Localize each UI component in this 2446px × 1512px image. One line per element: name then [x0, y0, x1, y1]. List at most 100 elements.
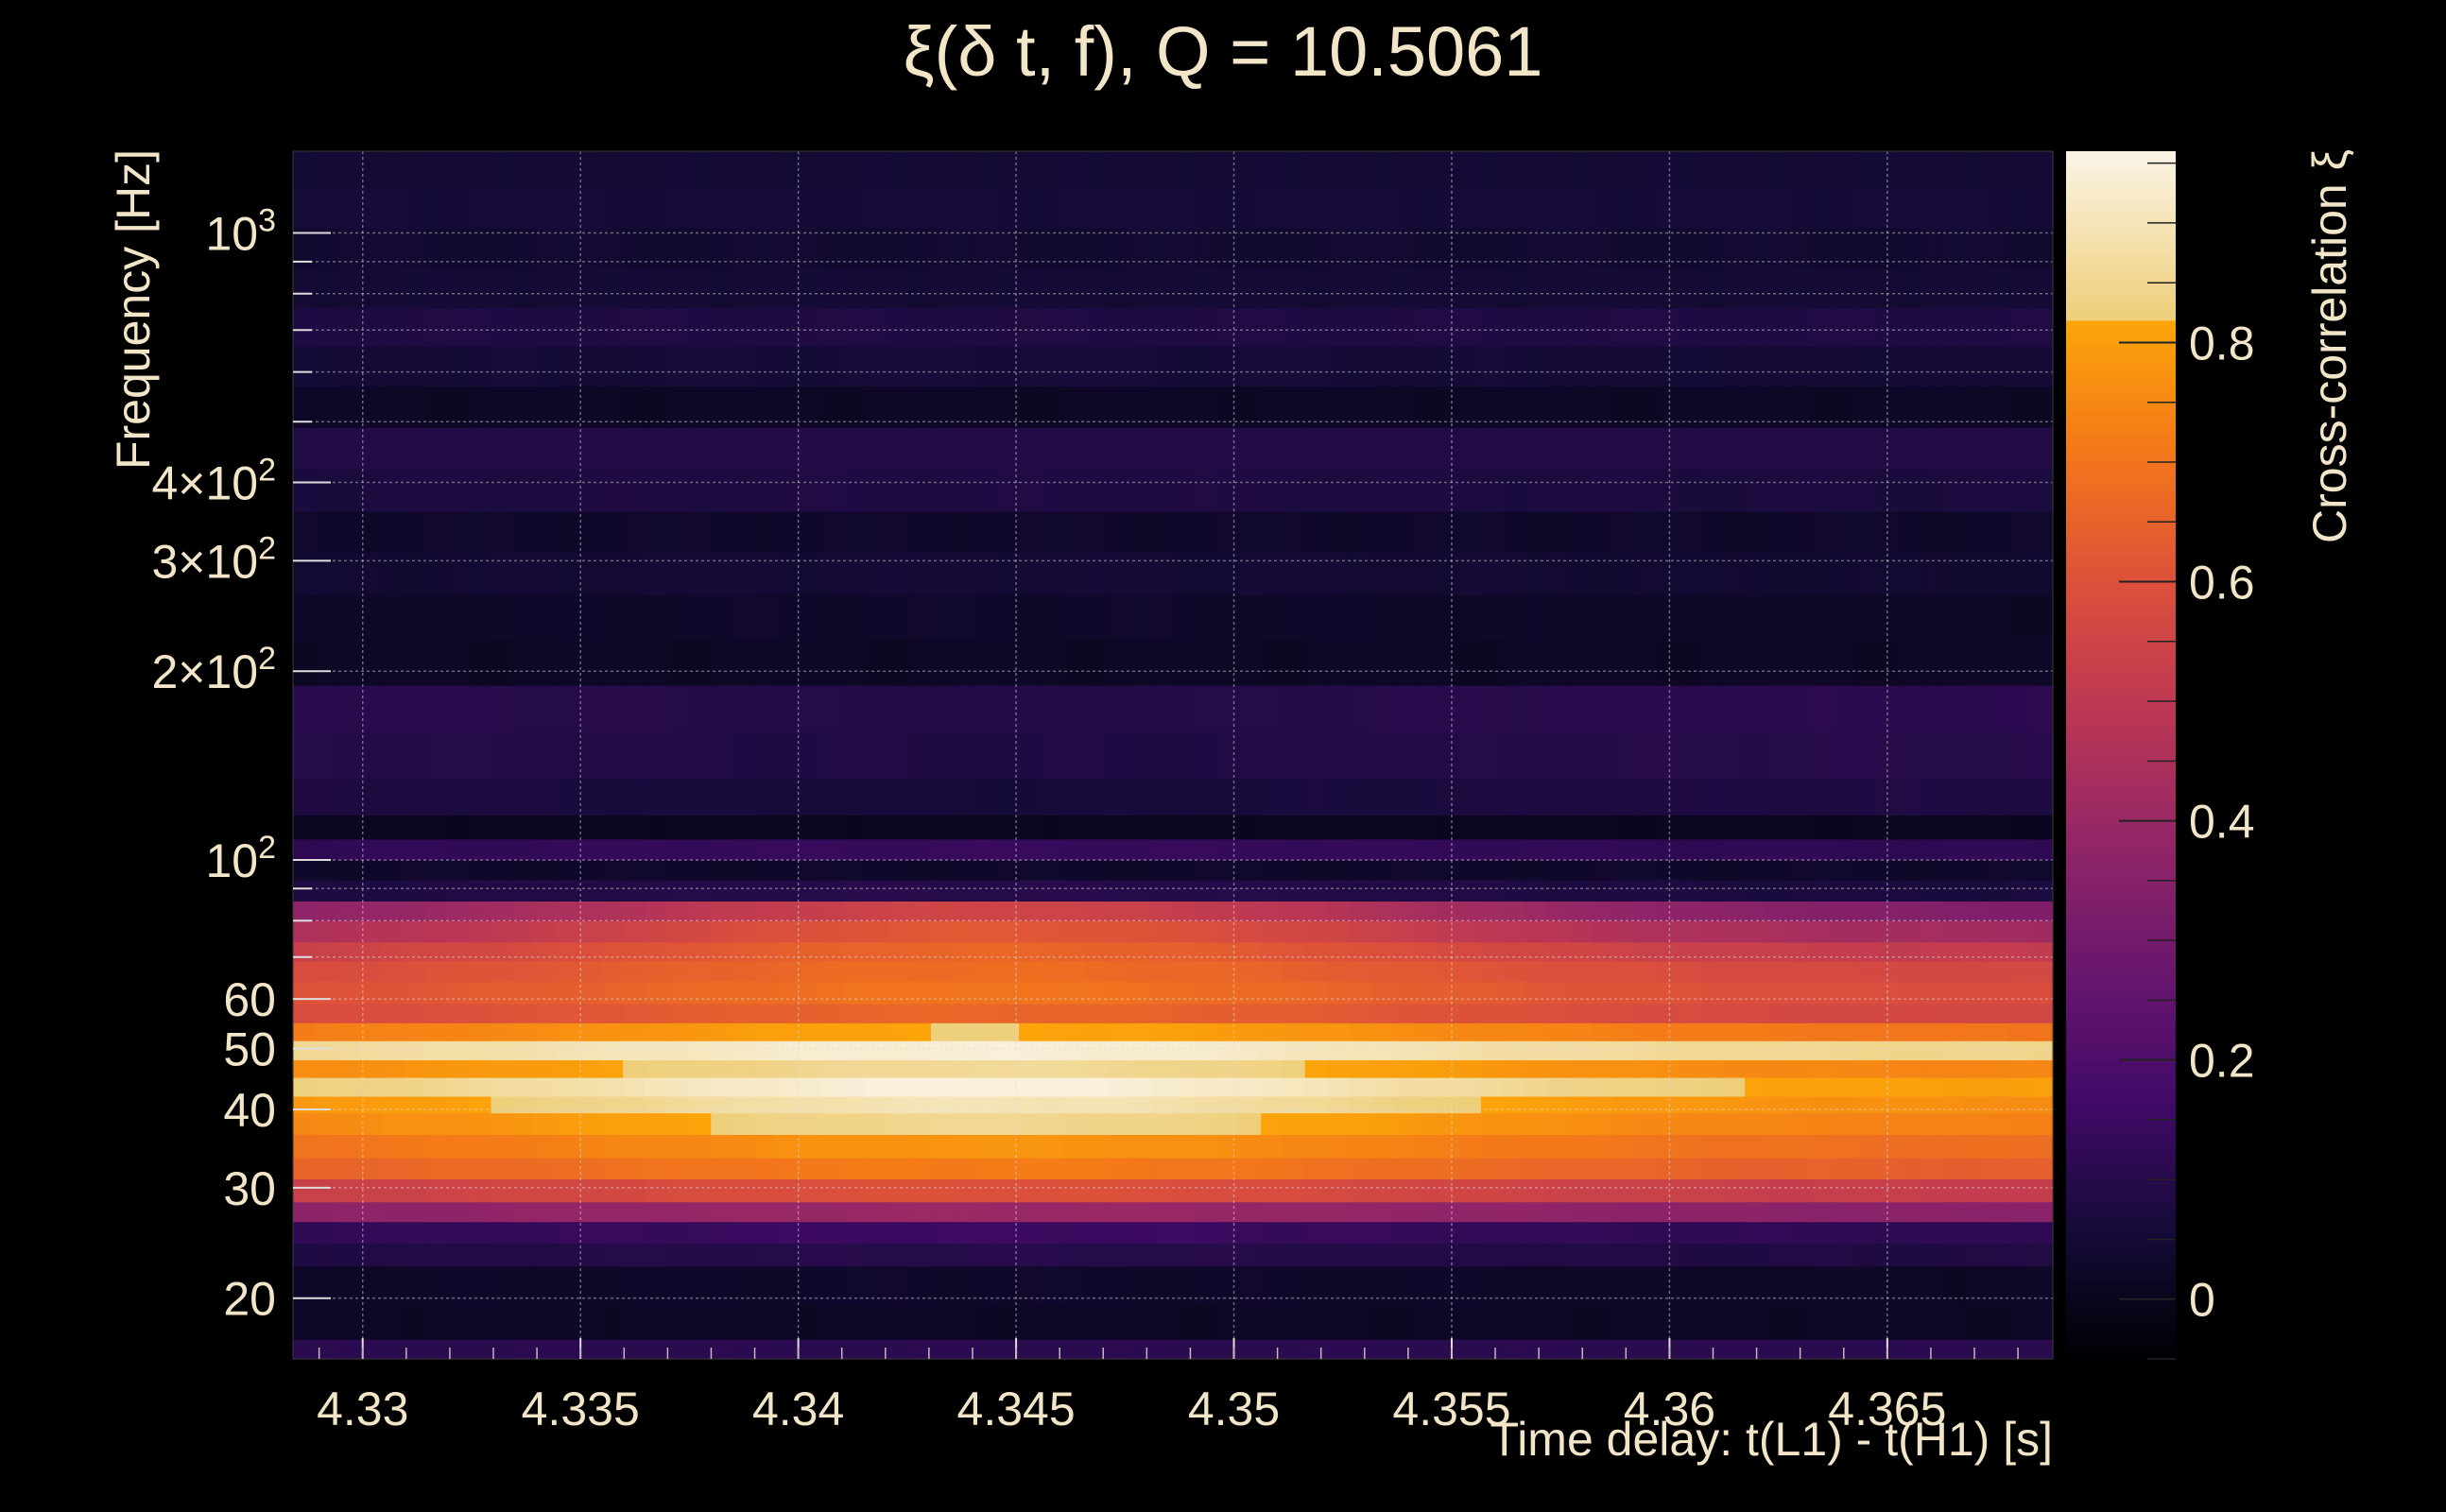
heatmap-cell: [1612, 1265, 1636, 1306]
heatmap-cell: [974, 815, 998, 840]
colorbar-segment: [2066, 670, 2176, 678]
heatmap-cell: [315, 1339, 338, 1360]
heatmap-cell: [1458, 941, 1482, 962]
heatmap-cell: [1591, 685, 1614, 733]
heatmap-cell: [1568, 510, 1592, 553]
colorbar-segment: [2066, 706, 2176, 713]
heatmap-cell: [1700, 1201, 1724, 1223]
heatmap-cell: [732, 386, 756, 428]
heatmap-cell: [535, 1158, 558, 1180]
heatmap-cell: [1370, 469, 1394, 512]
heatmap-cell: [1084, 1339, 1108, 1360]
heatmap-cell: [1657, 1221, 1679, 1244]
heatmap-cell: [600, 307, 624, 347]
heatmap-cell: [1568, 1003, 1592, 1023]
heatmap-cell: [1173, 639, 1196, 686]
heatmap-cell: [1415, 1221, 1438, 1244]
heatmap-cell: [1854, 1158, 1878, 1180]
heatmap-cell: [557, 1077, 580, 1097]
heatmap-cell: [1458, 346, 1482, 387]
heatmap-cell: [578, 901, 602, 921]
heatmap-cell: [1942, 1112, 1966, 1135]
heatmap-cell: [1326, 307, 1350, 347]
heatmap-cell: [799, 1178, 822, 1203]
heatmap-cell: [293, 920, 316, 943]
heatmap-cell: [1238, 510, 1262, 553]
heatmap-cell: [2008, 1178, 2032, 1203]
heatmap-cell: [1216, 1022, 1240, 1041]
heatmap-cell: [1964, 187, 1988, 229]
heatmap-cell: [842, 838, 866, 861]
heatmap-cell: [842, 778, 866, 816]
heatmap-cell: [1679, 960, 1702, 983]
heatmap-cell: [512, 1305, 536, 1340]
heatmap-cell: [623, 1243, 646, 1267]
heatmap-cell: [623, 1095, 646, 1114]
heatmap-cell: [1964, 151, 1988, 189]
heatmap-cell: [1173, 859, 1196, 881]
heatmap-cell: [645, 941, 668, 962]
colorbar-segment: [2066, 688, 2176, 696]
heatmap-cell: [1524, 1221, 1548, 1244]
heatmap-cell: [1921, 639, 1944, 686]
heatmap-cell: [1261, 594, 1283, 640]
heatmap-cell: [711, 469, 734, 512]
heatmap-cell: [336, 510, 360, 553]
heatmap-cell: [645, 838, 668, 861]
colorbar-segment: [2066, 845, 2176, 852]
heatmap-cell: [1216, 815, 1240, 840]
y-tick-label-base: 4×10: [151, 456, 258, 509]
heatmap-cell: [1392, 778, 1416, 816]
heatmap-cell: [711, 1339, 734, 1360]
heatmap-cell: [1304, 1040, 1328, 1061]
heatmap-cell: [1591, 1178, 1614, 1203]
heatmap-cell: [1964, 838, 1988, 861]
heatmap-cell: [1745, 838, 1768, 861]
colorbar-segment: [2066, 1081, 2176, 1089]
heatmap-cell: [1326, 1201, 1350, 1223]
heatmap-cell: [1392, 1040, 1416, 1061]
heatmap-cell: [1788, 901, 1812, 921]
heatmap-cell: [1591, 1040, 1614, 1061]
heatmap-cell: [1195, 879, 1218, 902]
heatmap-cell: [1700, 960, 1724, 983]
heatmap-cell: [446, 639, 470, 686]
colorbar-segment: [2066, 882, 2176, 889]
heatmap-cell: [1634, 1305, 1658, 1340]
heatmap-cell: [1195, 1003, 1218, 1023]
heatmap-cell: [293, 151, 316, 189]
heatmap-cell: [2008, 187, 2032, 229]
heatmap-cell: [1657, 1003, 1679, 1023]
y-tick-label-base: 3×10: [151, 535, 258, 588]
heatmap-cell: [424, 551, 448, 595]
heatmap-cell: [1326, 267, 1350, 309]
heatmap-cell: [1591, 1134, 1614, 1159]
heatmap-cell: [777, 1003, 800, 1023]
heatmap-cell: [1128, 1158, 1152, 1180]
heatmap-cell: [1370, 510, 1394, 553]
heatmap-cell: [1107, 920, 1130, 943]
heatmap-cell: [645, 346, 668, 387]
heatmap-cell: [1657, 960, 1679, 983]
heatmap-cell: [1062, 267, 1086, 309]
heatmap-cell: [711, 815, 734, 840]
heatmap-cell: [820, 859, 844, 881]
heatmap-cell: [315, 1022, 338, 1041]
heatmap-cell: [777, 960, 800, 983]
heatmap-cell: [1722, 1022, 1746, 1041]
heatmap-cell: [1987, 685, 2010, 733]
heatmap-cell: [1876, 1201, 1900, 1223]
colorbar-segment: [2066, 833, 2176, 841]
heatmap-cell: [1304, 838, 1328, 861]
heatmap-cell: [315, 778, 338, 816]
heatmap-cell: [1458, 1339, 1482, 1360]
colorbar-segment: [2066, 700, 2176, 708]
heatmap-cell: [424, 1158, 448, 1180]
heatmap-cell: [777, 981, 800, 1005]
heatmap-cell: [600, 1003, 624, 1023]
heatmap-cell: [293, 510, 316, 553]
heatmap-cell: [1019, 778, 1042, 816]
heatmap-cell: [1084, 227, 1108, 268]
colorbar-segment: [2066, 652, 2176, 660]
heatmap-cell: [1238, 879, 1262, 902]
